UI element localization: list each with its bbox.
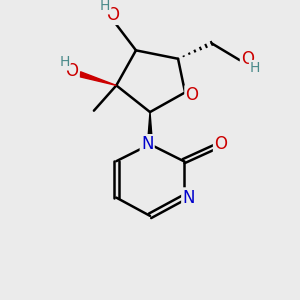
- Text: O: O: [65, 62, 79, 80]
- Text: O: O: [186, 86, 199, 104]
- Text: O: O: [106, 6, 118, 24]
- Polygon shape: [148, 112, 152, 144]
- Text: H: H: [100, 0, 110, 13]
- Text: O: O: [241, 50, 254, 68]
- Text: H: H: [250, 61, 260, 75]
- Polygon shape: [79, 72, 116, 86]
- Text: N: N: [141, 135, 153, 153]
- Text: O: O: [214, 135, 227, 153]
- Text: N: N: [182, 189, 195, 207]
- Text: H: H: [59, 56, 70, 69]
